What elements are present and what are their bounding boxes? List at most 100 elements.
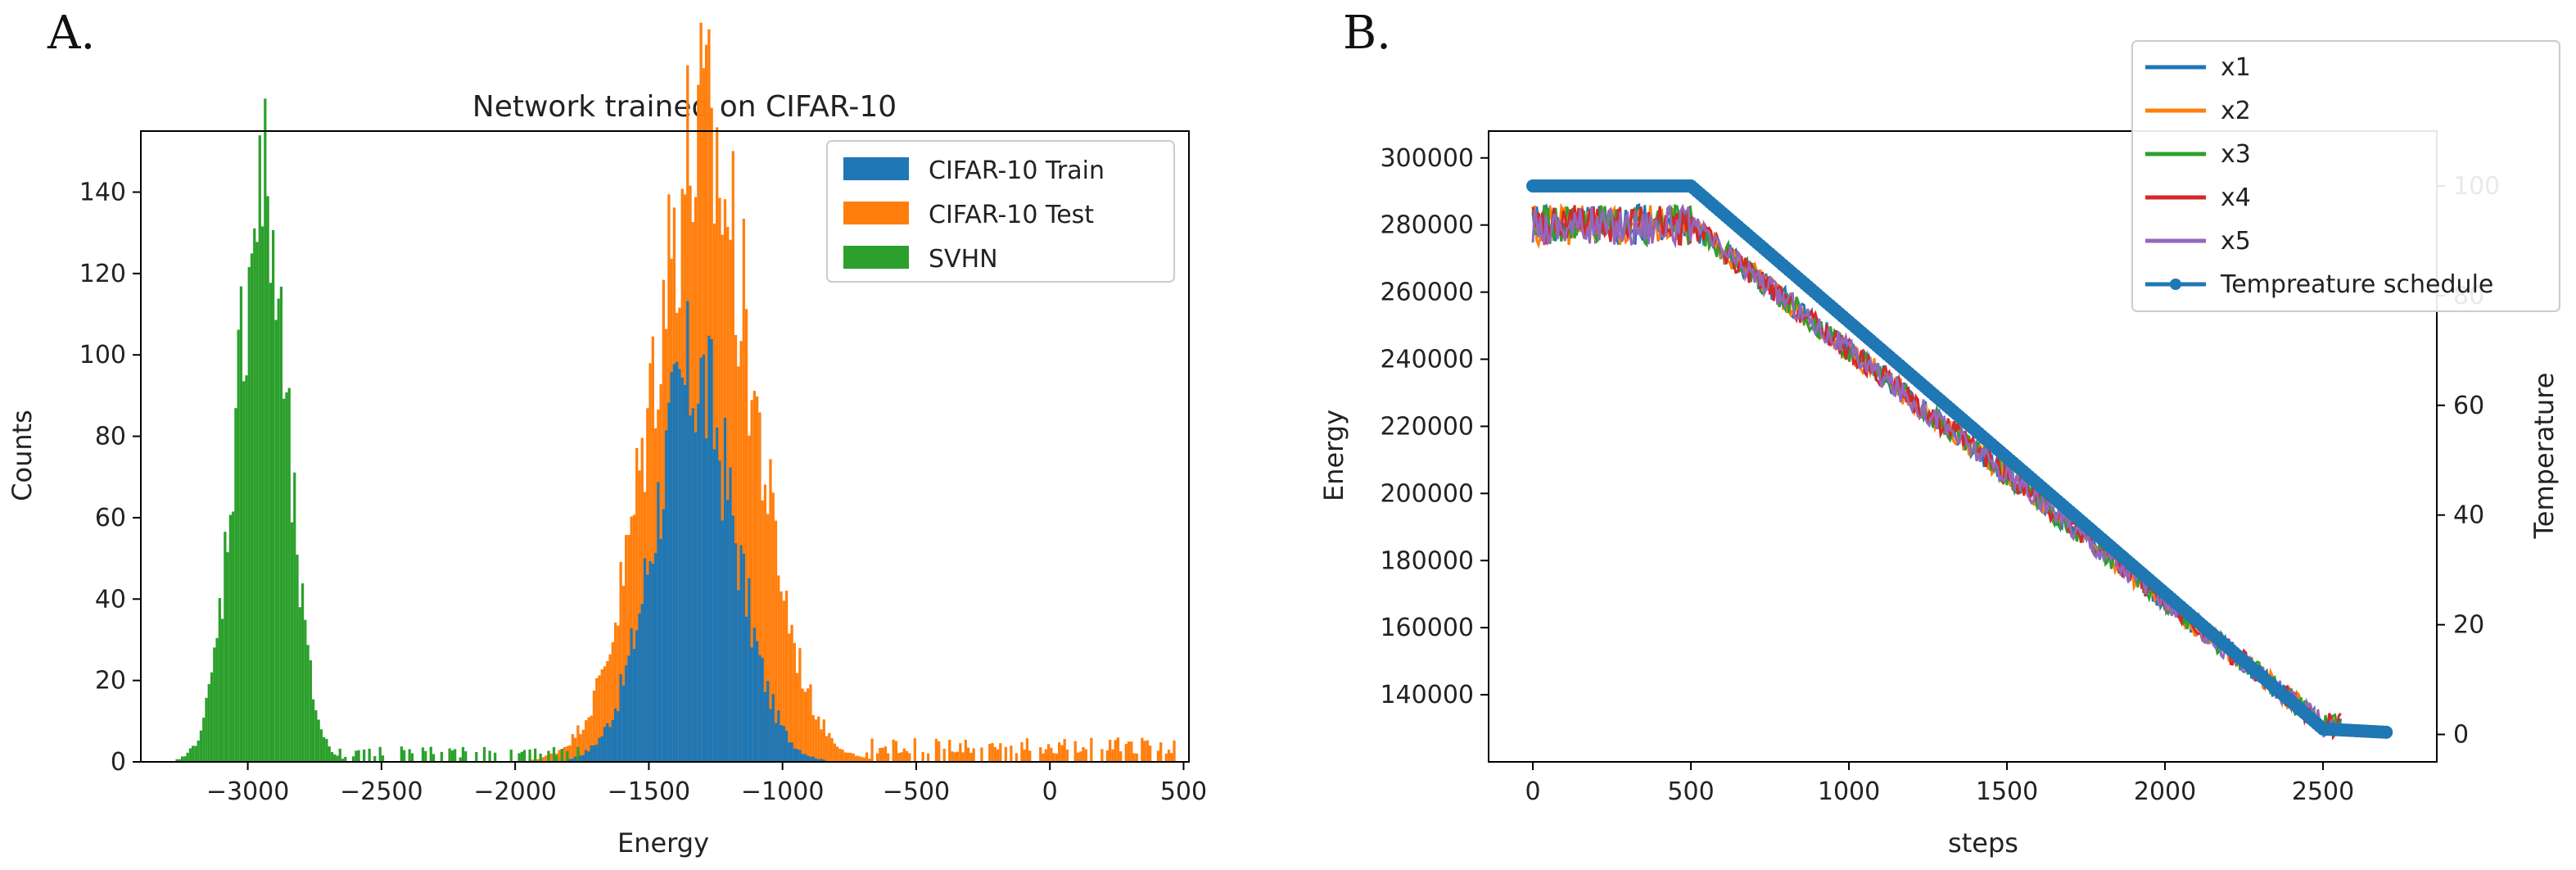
histogram-bar — [306, 645, 310, 762]
histogram-bar — [672, 364, 676, 762]
histogram-bar — [547, 750, 550, 762]
histogram-bar — [828, 732, 831, 762]
y-tick-label: 200000 — [1380, 479, 1474, 508]
x-tick-label: 2500 — [2292, 777, 2354, 806]
histogram-bar — [887, 753, 890, 762]
histogram-bar — [707, 335, 711, 762]
histogram-bar — [197, 740, 200, 762]
histogram-bar — [763, 691, 767, 762]
histogram-bar — [378, 746, 382, 762]
histogram-bar — [670, 372, 673, 762]
histogram-bar — [528, 749, 531, 762]
y-axis-label: Energy — [1318, 410, 1349, 501]
histogram-bar — [373, 755, 377, 762]
histogram-bar — [1010, 745, 1013, 762]
histogram-bar — [1173, 740, 1176, 762]
histogram-bar — [429, 746, 432, 762]
histogram-bar — [258, 135, 261, 763]
histogram-bar — [290, 522, 294, 762]
legend-marker — [2170, 279, 2181, 290]
histogram-bar — [822, 759, 825, 762]
histogram-bar — [226, 552, 229, 762]
histogram-bar — [228, 514, 233, 762]
histogram-bar — [875, 753, 879, 762]
histogram-bar — [1044, 749, 1047, 762]
histogram-bar — [881, 747, 884, 762]
histogram-bar — [726, 500, 730, 762]
histogram-bar — [801, 688, 804, 762]
histogram-bar — [608, 727, 612, 762]
histogram-bar — [807, 688, 810, 762]
histogram-bar — [680, 377, 684, 762]
histogram-bar — [355, 750, 358, 762]
histogram-bar — [897, 753, 901, 762]
histogram-bar — [175, 759, 179, 762]
histogram-bar — [277, 298, 280, 763]
histogram-bar — [336, 755, 339, 762]
histogram-bar — [948, 740, 951, 762]
histogram-bar — [694, 432, 698, 762]
histogram-bar — [788, 633, 791, 762]
histogram-bar — [807, 755, 810, 762]
histogram-bar — [264, 98, 267, 763]
histogram-bar — [811, 756, 815, 762]
histogram-bar — [461, 746, 465, 762]
histogram-bar — [613, 622, 617, 762]
histogram-bar — [712, 449, 716, 762]
histogram-bar — [991, 742, 994, 762]
histogram-bar — [814, 759, 818, 762]
histogram-bar — [653, 552, 658, 762]
histogram-bar — [619, 562, 622, 762]
legend-swatch — [843, 202, 909, 224]
legend: x1 x2 x3 x4 x5 Tempreature schedule — [2131, 40, 2560, 312]
histogram-bar — [555, 755, 558, 762]
histogram-bar — [769, 459, 772, 762]
histogram-bar — [1127, 741, 1131, 762]
series-cifar-10-train — [566, 301, 825, 762]
legend-label: x4 — [2221, 184, 2251, 212]
histogram-bar — [617, 625, 620, 762]
histogram-bar — [482, 746, 486, 762]
histogram-bar — [632, 648, 636, 762]
histogram-bar — [410, 753, 414, 762]
histogram-bar — [820, 759, 823, 762]
histogram-bar — [587, 717, 590, 762]
histogram-bar — [192, 745, 195, 762]
histogram-bar — [784, 591, 789, 762]
histogram-bar — [790, 742, 793, 762]
histogram-bar — [592, 690, 596, 762]
histogram-bar — [868, 759, 871, 762]
histogram-bar — [338, 748, 341, 762]
histogram-bar — [809, 684, 812, 762]
legend: CIFAR-10 Train CIFAR-10 Test SVHN — [826, 140, 1175, 283]
histogram-bar — [934, 738, 938, 762]
plot-frame — [140, 130, 1190, 763]
histogram-bar — [309, 659, 312, 762]
histogram-bar — [750, 400, 753, 762]
histogram-bar — [689, 415, 692, 762]
histogram-bar — [793, 748, 796, 762]
x-tick-label: −3000 — [206, 777, 289, 806]
histogram-bar — [351, 756, 355, 762]
histogram-bar — [803, 754, 807, 762]
histogram-bar — [704, 438, 708, 762]
histogram-bar — [368, 748, 371, 762]
histogram-bar — [1164, 753, 1168, 762]
histogram-bar — [1028, 750, 1032, 762]
histogram-bar — [450, 750, 454, 762]
histogram-bar — [579, 755, 582, 762]
histogram-bar — [260, 226, 264, 763]
histogram-bar — [381, 755, 385, 762]
histogram-bar — [178, 759, 181, 762]
histogram-bar — [761, 658, 764, 762]
histogram-bar — [619, 673, 622, 762]
histogram-bar — [758, 655, 762, 762]
histogram-bar — [702, 354, 705, 762]
histogram-bar — [475, 752, 478, 762]
series-svhn — [175, 98, 580, 763]
histogram-bar — [590, 745, 593, 762]
histogram-bar — [780, 725, 783, 762]
histogram-bar — [488, 750, 491, 762]
